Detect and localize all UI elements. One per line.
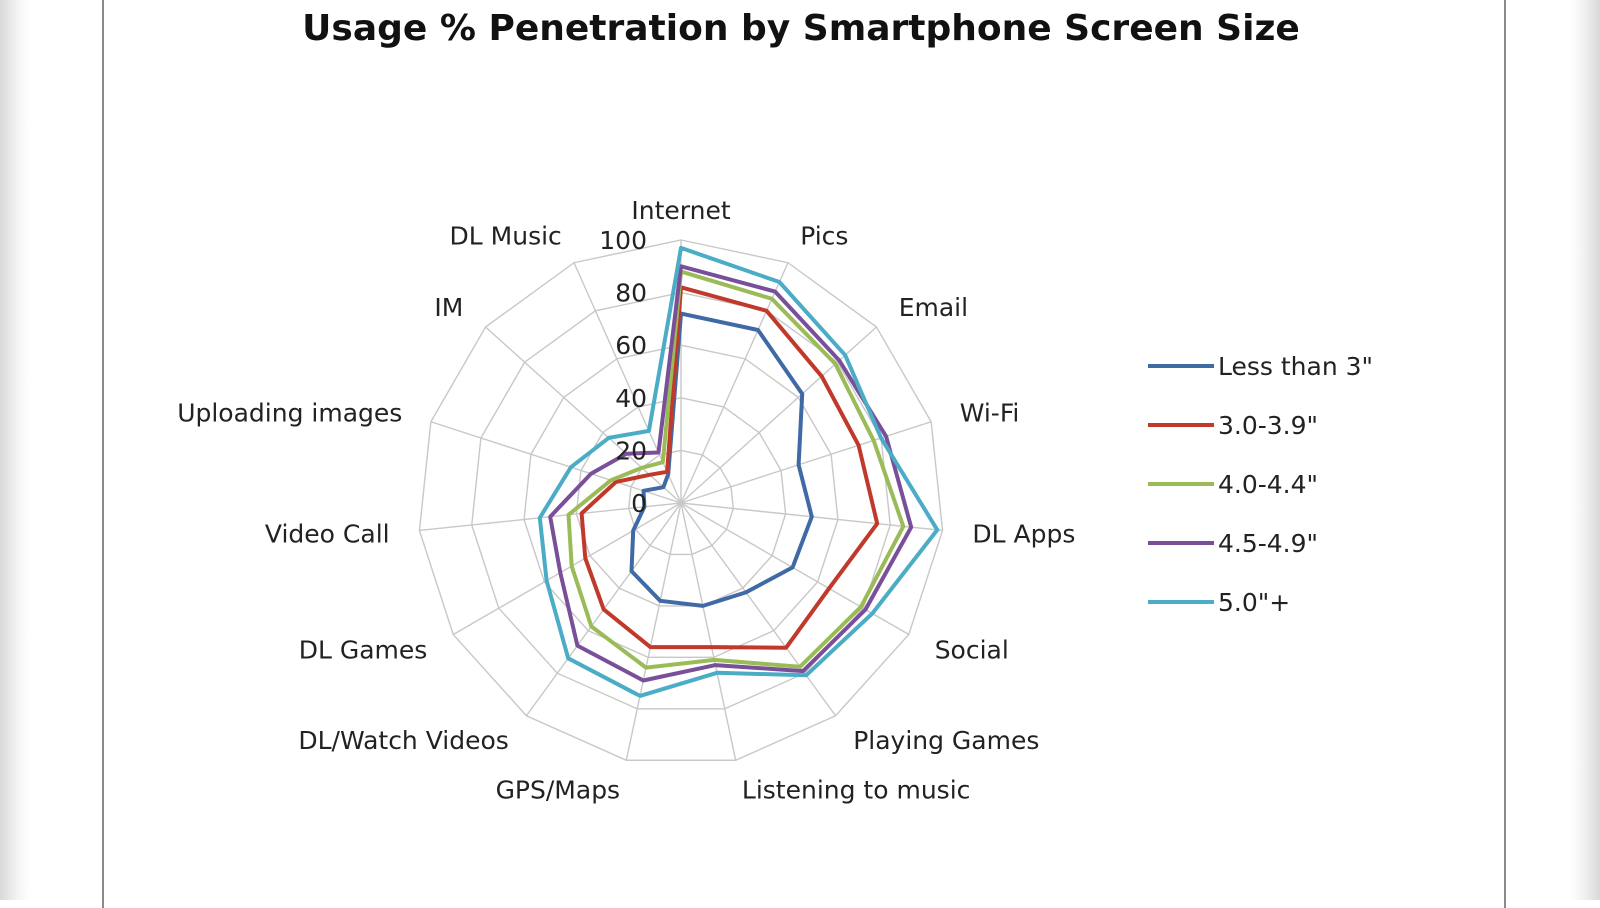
category-label: Playing Games — [853, 726, 1039, 755]
category-label: Email — [899, 293, 968, 322]
category-label: Social — [935, 636, 1009, 665]
series-line — [629, 311, 814, 608]
category-label: DL Music — [450, 221, 562, 250]
legend-label: 5.0"+ — [1218, 588, 1290, 617]
series-line — [548, 264, 914, 683]
radial-tick-label: 40 — [615, 384, 647, 413]
grid-spoke — [680, 502, 837, 717]
grid-spoke — [680, 421, 932, 504]
grid-ring-100 — [418, 239, 944, 761]
radial-tick-label: 80 — [615, 279, 647, 308]
grid-spoke — [430, 421, 682, 504]
radial-tick-label: 60 — [615, 331, 647, 360]
series-line — [537, 245, 940, 698]
category-label: Video Call — [265, 520, 390, 549]
category-label: Listening to music — [742, 776, 971, 805]
legend-label: 3.0-3.9" — [1218, 411, 1318, 440]
legend-label: 4.5-4.9" — [1218, 529, 1318, 558]
series-line — [579, 285, 880, 650]
category-labels: Internet Pics Email Wi-Fi DL Apps Social Playi… — [177, 196, 1075, 805]
category-label: Wi-Fi — [960, 399, 1020, 428]
radial-tick-label: 100 — [599, 226, 647, 255]
radial-tick-label: 20 — [615, 436, 647, 465]
category-label: IM — [434, 293, 463, 322]
grid-spoke — [680, 502, 737, 761]
radial-tick-label: 0 — [631, 489, 647, 518]
category-label: Uploading images — [177, 399, 402, 428]
grid-spoke — [452, 502, 682, 636]
legend-label: Less than 3" — [1218, 352, 1373, 381]
category-label: DL Apps — [972, 520, 1075, 549]
radial-tick-labels: 0 20 40 60 80 100 — [599, 226, 647, 518]
page-shadow-left — [0, 0, 30, 900]
category-label: DL/Watch Videos — [298, 726, 508, 755]
legend: Less than 3" 3.0-3.9" 4.0-4.4" 4.5-4.9" 5.0"… — [1148, 352, 1373, 617]
grid-ring-60 — [523, 344, 839, 659]
page-shadow-right — [1570, 0, 1600, 900]
grid-ring-80 — [471, 291, 891, 710]
grid-spoke — [625, 502, 682, 761]
legend-label: 4.0-4.4" — [1218, 470, 1318, 499]
series-line — [566, 269, 906, 670]
category-label: DL Games — [299, 636, 428, 665]
category-label: Pics — [800, 221, 848, 250]
chart-frame — [102, 0, 1506, 908]
chart-title: Usage % Penetration by Smartphone Screen… — [302, 8, 1300, 49]
grid-spoke — [680, 326, 877, 504]
series-layer — [537, 245, 940, 698]
category-label: GPS/Maps — [496, 776, 621, 805]
category-label: Internet — [631, 196, 730, 225]
grid-spoke — [680, 262, 789, 504]
